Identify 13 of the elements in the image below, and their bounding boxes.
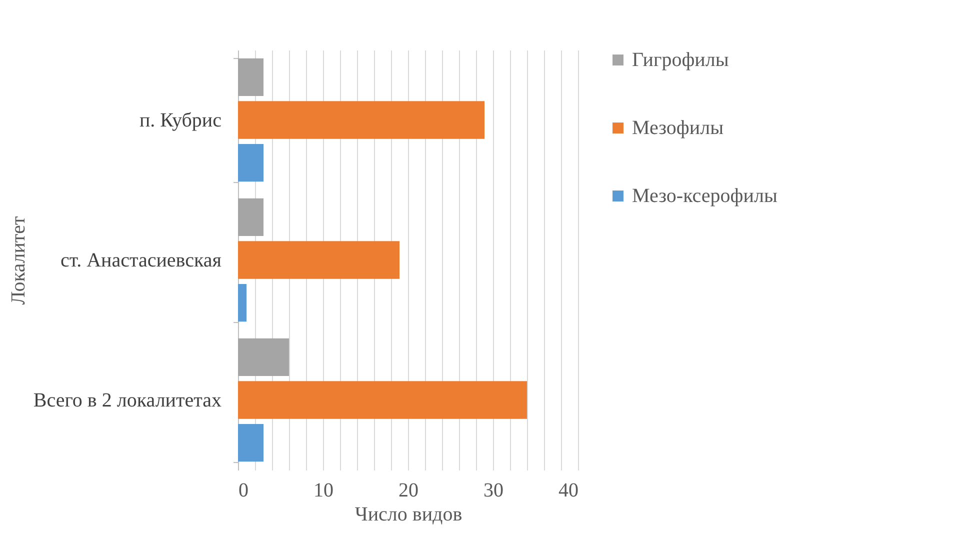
x-tick-label: 0 bbox=[238, 480, 248, 502]
legend-label: Мезо-ксерофилы bbox=[632, 185, 778, 207]
x-tick-label: 40 bbox=[558, 480, 578, 502]
legend-label: Мезофилы bbox=[632, 117, 724, 139]
x-tick-label: 10 bbox=[314, 480, 334, 502]
y-tick-label: п. Кубрис bbox=[139, 110, 222, 132]
y-axis-title: Локалитет bbox=[8, 216, 30, 305]
legend-label: Гигрофилы bbox=[632, 49, 729, 71]
x-tick-label: 30 bbox=[484, 480, 504, 502]
x-tick-label: 20 bbox=[398, 480, 418, 502]
x-axis-title: Число видов bbox=[354, 504, 462, 526]
y-tick-label: Всего в 2 локалитетах bbox=[33, 390, 222, 412]
y-tick-label: ст. Анастасиевская bbox=[60, 250, 222, 272]
